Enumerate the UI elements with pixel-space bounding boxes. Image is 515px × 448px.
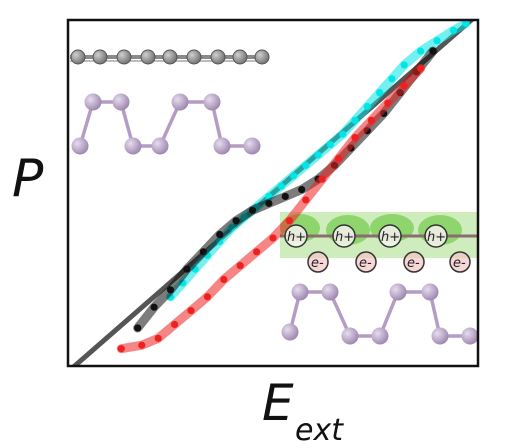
- series-0-point: [302, 161, 310, 169]
- carbon-atom: [140, 49, 156, 65]
- electron-label: e-: [407, 256, 420, 271]
- phosphorus-atom: [151, 137, 169, 155]
- series-0-point: [433, 37, 441, 45]
- series-2-line: [116, 63, 426, 354]
- series-1-point: [166, 286, 175, 294]
- phosphorus-atom: [389, 283, 407, 301]
- series-2-point: [417, 64, 425, 73]
- hole-badge: [332, 224, 356, 248]
- series-0-point: [376, 89, 384, 97]
- series-2-point: [117, 345, 125, 353]
- series-2-point: [335, 154, 343, 162]
- phosphorus-atom: [171, 93, 189, 111]
- carbon-atom: [116, 49, 132, 65]
- series-0-point: [417, 47, 425, 55]
- series-2-point: [171, 320, 179, 329]
- y-axis-label: P: [12, 149, 44, 209]
- hole-label: h+: [287, 230, 306, 245]
- series-layer: [116, 20, 471, 354]
- bilayer-lattice-icon: [70, 49, 270, 155]
- x-axis-label: E: [262, 374, 294, 432]
- series-1-point: [134, 324, 142, 332]
- series-1-point: [281, 192, 289, 201]
- series-0-point: [326, 140, 334, 149]
- hole-label: h+: [381, 230, 400, 245]
- carbon-atom: [162, 49, 178, 65]
- carbon-atom: [254, 49, 270, 65]
- series-2-point: [203, 293, 211, 301]
- hole-badge: [284, 224, 308, 248]
- series-0-point: [462, 20, 470, 28]
- carbon-atom: [232, 49, 248, 65]
- phosphorus-atom: [281, 323, 299, 341]
- hole-badge: [378, 224, 402, 248]
- phosphorus-atom: [112, 93, 130, 111]
- series-2-point: [236, 262, 244, 270]
- carbon-atom: [210, 49, 226, 65]
- phosphorus-atom: [71, 137, 89, 155]
- electron-badge: [449, 251, 471, 273]
- phosphorus-atom: [203, 93, 221, 111]
- phosphorus-atom: [213, 137, 231, 155]
- carbon-atom: [70, 49, 86, 65]
- series-1-point: [232, 217, 240, 225]
- series-2-point: [253, 248, 261, 256]
- phosphorus-atom: [291, 283, 309, 301]
- series-0-point: [289, 172, 298, 180]
- plot-area: h+ h+ h+ h+ e-e-e-e-: [70, 20, 478, 366]
- series-1-point: [216, 230, 224, 239]
- phosphorus-atom: [431, 327, 449, 345]
- hole-badge: [424, 224, 448, 248]
- series-2-point: [187, 307, 195, 315]
- series-1-point: [199, 248, 207, 256]
- series-0-point: [351, 116, 359, 124]
- series-0-point: [388, 75, 396, 83]
- series-1-point: [183, 265, 191, 273]
- carbon-atom: [92, 49, 108, 65]
- carbon-atom: [186, 49, 202, 65]
- hole-label: h+: [335, 230, 354, 245]
- electron-label: e-: [453, 256, 466, 271]
- phosphorus-atom: [461, 327, 478, 345]
- series-2-point: [285, 217, 293, 225]
- series-0-point: [339, 130, 347, 138]
- phosphorus-atom: [243, 137, 261, 155]
- phosphorus-atom: [84, 93, 102, 111]
- hole-label: h+: [427, 230, 446, 245]
- electron-label: e-: [311, 256, 324, 271]
- electron-label: e-: [359, 256, 372, 271]
- series-2-point: [154, 334, 162, 342]
- phosphorus-atom: [421, 283, 439, 301]
- series-1-point: [429, 47, 437, 55]
- electron-badge: [403, 251, 425, 273]
- electron-badge: [355, 251, 377, 273]
- phosphorus-atom: [341, 327, 359, 345]
- x-axis-label-subscript: ext: [295, 413, 344, 448]
- series-2-point: [384, 99, 392, 107]
- phosphorus-atom: [321, 283, 339, 301]
- series-0-point: [400, 61, 408, 69]
- series-2-point: [138, 341, 146, 349]
- series-0-point: [449, 26, 457, 34]
- series-2-point: [269, 234, 277, 242]
- series-0-point: [314, 151, 322, 159]
- series-0-point: [363, 102, 371, 111]
- series-2-point: [367, 116, 375, 124]
- charge-transfer-inset: h+ h+ h+ h+ e-e-e-e-: [280, 212, 478, 345]
- series-2-point: [302, 196, 310, 204]
- series-1-point: [298, 185, 306, 194]
- series-2-point: [318, 175, 326, 183]
- electron-badge: [307, 251, 329, 273]
- series-2-point: [220, 275, 228, 284]
- series-2-point: [351, 134, 359, 142]
- series-2-point: [400, 82, 408, 90]
- series-1-point: [265, 199, 273, 207]
- phosphorus-atom: [124, 137, 142, 155]
- series-1-point: [150, 303, 158, 311]
- series-0-point: [277, 182, 285, 190]
- series-1-point: [248, 206, 257, 214]
- plot-frame: [66, 18, 480, 368]
- phosphorus-atom: [371, 327, 389, 345]
